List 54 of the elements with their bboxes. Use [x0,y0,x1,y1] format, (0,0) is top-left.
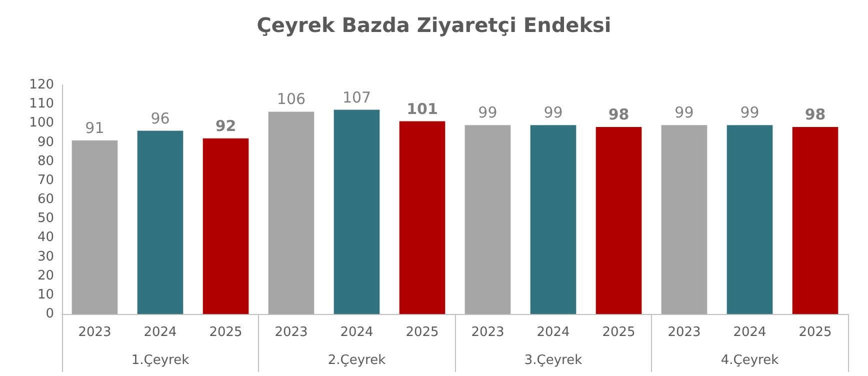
bar [268,112,314,314]
text: 2025 [798,325,832,340]
y-tick-label: 70 [37,172,54,188]
bar [726,125,773,314]
bar [137,130,184,314]
data-label: 101 [406,100,438,118]
bar [661,125,708,314]
y-tick-label: 40 [37,230,54,246]
text: 2025 [406,325,439,340]
y-tick-label: 120 [29,78,54,92]
chart-title: Çeyrek Bazda Ziyaretçi Endeksi [256,13,612,37]
data-label: 99 [740,104,760,122]
data-label: 91 [85,118,104,137]
bar [72,140,118,314]
text: 2023 [274,325,308,340]
text: 2023 [471,325,504,340]
bar [792,126,838,314]
x-tick-label: 2.Çeyrek [328,353,386,368]
bar [399,121,446,314]
data-label: 106 [276,90,306,108]
data-label: 96 [150,109,170,128]
y-tick-label: 30 [37,249,54,264]
series-label: 2023 [78,325,112,340]
data-label: 99 [478,104,498,122]
text: 2024 [340,325,374,340]
x-tick-label: 3.Çeyrek [524,353,583,368]
series-label: 2024 [144,325,177,340]
x-tick-label: 1.Çeyrek [131,353,190,368]
x-tick-label: 4.Çeyrek [720,353,780,368]
y-tick-label: 50 [37,211,54,226]
bar [334,110,380,314]
y-tick-label: 100 [29,116,54,131]
data-label: 107 [342,88,372,106]
data-label: 99 [544,104,563,122]
bar [530,125,576,314]
y-tick-label: 20 [37,268,54,284]
bar [202,138,249,314]
y-tick-label: 0 [46,306,54,322]
text: 2024 [536,325,570,340]
data-label: 92 [215,116,236,135]
y-tick-label: 110 [29,96,54,112]
bar [596,126,642,314]
data-label: 98 [804,105,826,124]
data-label: 99 [674,104,694,122]
series-label: 2025 [209,325,242,340]
y-tick-label: 60 [37,192,54,207]
text: 2025 [602,325,636,340]
y-tick-label: 10 [37,287,54,302]
y-tick-label: 90 [37,134,54,150]
data-label: 98 [608,105,630,124]
text: 2023 [668,325,701,340]
text: 2024 [733,325,766,340]
y-tick-label: 80 [37,154,54,169]
bar [464,125,511,314]
